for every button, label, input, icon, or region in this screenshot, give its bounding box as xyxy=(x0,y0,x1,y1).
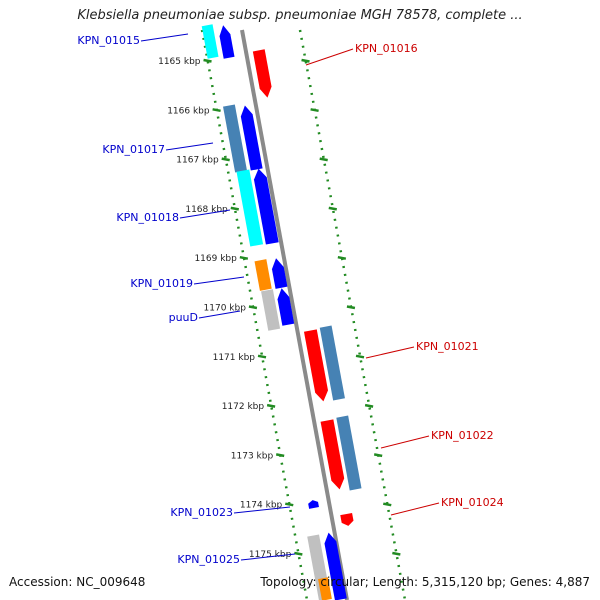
gene-leader-line xyxy=(198,310,241,319)
tick-mark-right xyxy=(373,453,383,458)
tick-label: 1174 kbp xyxy=(240,501,283,511)
gene-leader-line xyxy=(240,553,296,561)
tick-mark-right xyxy=(392,551,401,556)
gene-kpn-01017-a xyxy=(223,104,247,173)
gene-label: KPN_01023 xyxy=(170,506,233,519)
tick-mark-right xyxy=(355,354,365,359)
gene-kpn-01022-a xyxy=(320,419,345,490)
gene-leader-line xyxy=(365,346,415,359)
gene-kpn-01015-a xyxy=(201,24,219,59)
gene-puud-b xyxy=(277,288,295,326)
map-title: Klebsiella pneumoniae subsp. pneumoniae … xyxy=(77,8,523,23)
gene-kpn-01021-b xyxy=(319,325,345,401)
tick-label: 1170 kbp xyxy=(204,304,247,314)
gene-puud-top xyxy=(271,258,288,289)
tick-label: 1168 kbp xyxy=(185,205,228,215)
gene-leader-line xyxy=(233,506,291,514)
gene-label: KPN_01021 xyxy=(416,340,479,353)
gene-kpn-01019-a xyxy=(254,259,272,291)
tick-label: 1173 kbp xyxy=(231,451,274,461)
tick-label: 1175 kbp xyxy=(249,550,292,560)
tick-label: 1169 kbp xyxy=(194,254,237,264)
gene-leader-line xyxy=(305,48,354,66)
gene-leader-line xyxy=(390,502,440,516)
gene-label: puuD xyxy=(169,311,198,324)
gene-kpn-01018-a xyxy=(236,169,264,247)
tick-mark-right xyxy=(301,58,310,63)
gene-leader-line xyxy=(380,435,430,449)
gene-label: KPN_01024 xyxy=(441,496,504,509)
gene-leader-line xyxy=(165,142,214,151)
tick-mark-left xyxy=(203,58,212,63)
tick-mark-right xyxy=(346,305,356,310)
tick-mark-right xyxy=(319,157,328,162)
gene-kpn-01016 xyxy=(252,49,272,98)
gene-puud-a xyxy=(261,289,281,331)
gene-label: KPN_01022 xyxy=(431,429,494,442)
tick-mark-right xyxy=(328,206,338,211)
gene-label: KPN_01019 xyxy=(130,277,193,290)
tick-mark-left xyxy=(221,157,230,162)
gene-kpn-01022-b xyxy=(336,415,362,491)
tick-mark-left xyxy=(248,305,258,310)
tick-mark-right xyxy=(310,108,319,113)
gene-kpn-01017-b xyxy=(240,105,263,171)
tick-mark-right xyxy=(383,502,392,507)
tick-mark-left xyxy=(285,502,294,507)
gene-kpn-01021-a xyxy=(303,329,328,402)
tick-mark-left xyxy=(257,354,267,359)
gene-label: KPN_01017 xyxy=(102,143,165,156)
left-ruler xyxy=(200,29,309,600)
gene-leader-line xyxy=(179,209,231,219)
tick-mark-left xyxy=(230,206,240,211)
topology-label: Topology: circular; Length: 5,315,120 bp… xyxy=(260,575,590,589)
gene-label: KPN_01015 xyxy=(77,34,140,47)
gene-leader-line xyxy=(140,33,189,42)
tick-mark-left xyxy=(266,403,276,408)
gene-kpn-01023 xyxy=(308,500,319,509)
tick-mark-left xyxy=(239,255,249,260)
tick-mark-right xyxy=(364,403,374,408)
gene-leader-line xyxy=(193,276,245,285)
tick-label: 1167 kbp xyxy=(176,156,219,166)
tick-label: 1171 kbp xyxy=(213,353,256,363)
gene-label: KPN_01018 xyxy=(116,211,179,224)
tick-label: 1166 kbp xyxy=(167,106,210,116)
tick-label: 1165 kbp xyxy=(158,57,201,67)
right-ruler xyxy=(298,29,407,600)
gene-kpn-01015-b xyxy=(219,25,235,59)
gene-label: KPN_01016 xyxy=(355,42,418,55)
gene-kpn-01024 xyxy=(340,513,354,526)
accession-label: Accession: NC_009648 xyxy=(9,575,146,589)
genome-backbone xyxy=(240,29,349,600)
gene-kpn-01018-b xyxy=(253,168,279,245)
tick-mark-right xyxy=(337,255,347,260)
tick-label: 1172 kbp xyxy=(222,402,265,412)
tick-mark-left xyxy=(212,108,221,113)
gene-kpn-01025-b xyxy=(324,532,347,600)
tick-mark-left xyxy=(294,551,303,556)
gene-label: KPN_01025 xyxy=(177,553,240,566)
tick-mark-left xyxy=(275,453,285,458)
gene-kpn-01026 xyxy=(318,577,332,600)
